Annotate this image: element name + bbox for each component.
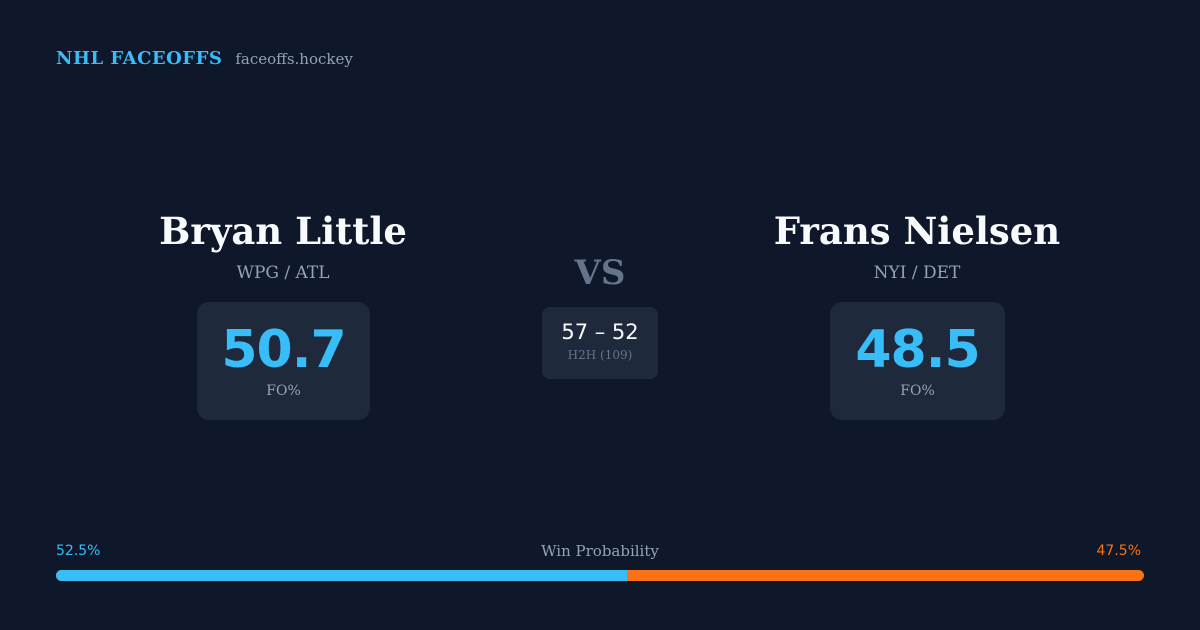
win-probability-left: 52.5% [56,543,101,559]
head-to-head-label: H2H (109) [567,348,633,362]
player-left: Bryan Little WPG / ATL [133,208,433,283]
player-left-fo-label: FO% [266,383,301,399]
player-left-stat-card: 50.7 FO% [197,302,370,420]
versus-label: VS [574,253,626,293]
win-probability-bar [56,570,1144,581]
head-to-head-card: 57 – 52 H2H (109) [542,307,658,379]
player-right: Frans Nielsen NYI / DET [767,208,1067,283]
header: NHL FACEOFFS faceoffs.hockey [56,48,353,69]
brand-title: NHL FACEOFFS [56,48,223,69]
player-right-fo-label: FO% [900,383,935,399]
player-left-fo-pct: 50.7 [221,320,346,380]
win-probability-right: 47.5% [1096,543,1141,559]
player-left-teams: WPG / ATL [236,263,330,283]
player-right-name: Frans Nielsen [773,209,1061,253]
player-right-fo-pct: 48.5 [855,320,980,380]
player-left-name: Bryan Little [159,209,407,253]
win-probability-bar-left-fill [56,570,628,581]
player-right-teams: NYI / DET [873,263,961,283]
head-to-head-score: 57 – 52 [561,320,639,344]
player-right-stat-card: 48.5 FO% [830,302,1005,420]
site-domain: faceoffs.hockey [235,50,353,68]
win-probability-title: Win Probability [541,542,659,560]
